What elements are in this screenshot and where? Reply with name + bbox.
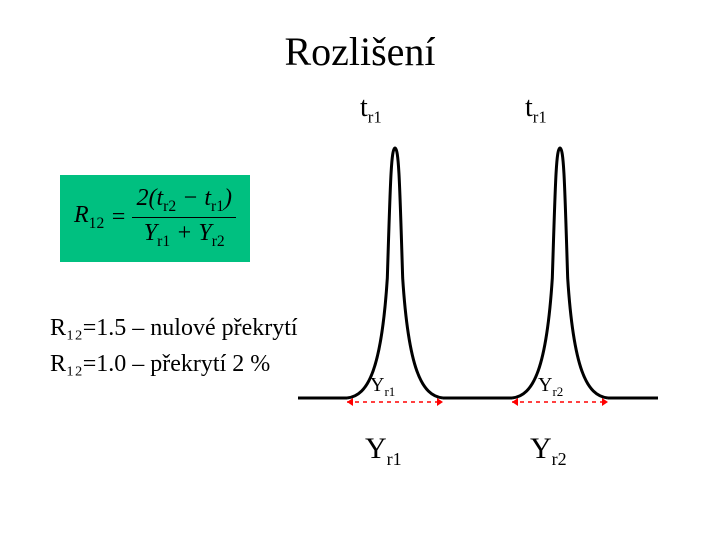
- formula-lhs-sub: 12: [89, 215, 105, 232]
- peak2-curve: [512, 148, 608, 398]
- peak1-width-label: Yr1: [365, 432, 402, 470]
- peak2-width-label-small: Yr2: [538, 374, 563, 400]
- overlap-notes: R₁₂=1.5 – nulové překrytí R₁₂=1.0 – přek…: [50, 310, 298, 382]
- equals-sign: =: [110, 204, 126, 231]
- resolution-formula: R12 = 2(tr2 − tr1) Yr1 + Yr2: [60, 175, 250, 262]
- slide-title: Rozlišení: [0, 28, 720, 75]
- chromatogram-chart: [280, 130, 680, 430]
- formula-fraction: 2(tr2 − tr1) Yr1 + Yr2: [132, 185, 236, 250]
- note-line-1: R₁₂=1.5 – nulové překrytí: [50, 310, 298, 346]
- peak1-time-label: tr1: [360, 92, 382, 128]
- peak1-curve: [347, 148, 443, 398]
- peak2-width-label: Yr2: [530, 432, 567, 470]
- note-line-2: R₁₂=1.0 – překrytí 2 %: [50, 346, 298, 382]
- peak2-time-label: tr1: [525, 92, 547, 128]
- peak1-width-label-small: Yr1: [370, 374, 395, 400]
- formula-lhs-var: R: [74, 202, 89, 228]
- slide: Rozlišení R12 = 2(tr2 − tr1) Yr1 + Yr2 R…: [0, 0, 720, 540]
